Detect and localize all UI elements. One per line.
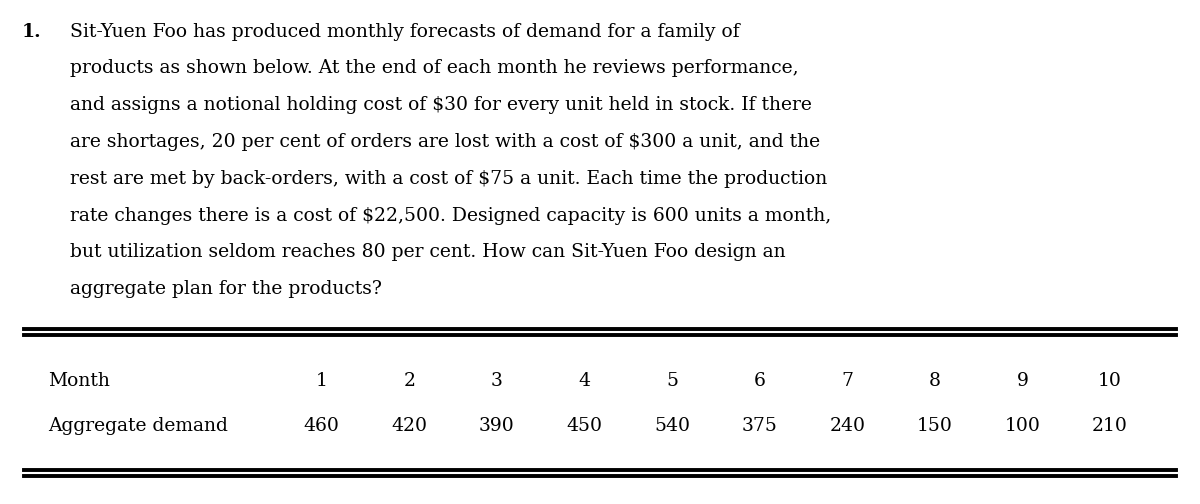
Text: 7: 7 [841, 371, 853, 390]
Text: 6: 6 [754, 371, 766, 390]
Text: 5: 5 [666, 371, 678, 390]
Text: 150: 150 [917, 417, 953, 435]
Text: rest are met by back-orders, with a cost of $75 a unit. Each time the production: rest are met by back-orders, with a cost… [70, 170, 827, 188]
Text: and assigns a notional holding cost of $30 for every unit held in stock. If ther: and assigns a notional holding cost of $… [70, 96, 811, 114]
Text: but utilization seldom reaches 80 per cent. How can Sit-Yuen Foo design an: but utilization seldom reaches 80 per ce… [70, 243, 785, 262]
Text: 210: 210 [1092, 417, 1128, 435]
Text: 390: 390 [479, 417, 515, 435]
Text: Month: Month [48, 371, 110, 390]
Text: aggregate plan for the products?: aggregate plan for the products? [70, 280, 382, 298]
Text: are shortages, 20 per cent of orders are lost with a cost of $300 a unit, and th: are shortages, 20 per cent of orders are… [70, 133, 820, 151]
Text: 450: 450 [566, 417, 602, 435]
Text: 540: 540 [654, 417, 690, 435]
Text: 9: 9 [1016, 371, 1028, 390]
Text: 460: 460 [304, 417, 340, 435]
Text: rate changes there is a cost of $22,500. Designed capacity is 600 units a month,: rate changes there is a cost of $22,500.… [70, 207, 830, 225]
Text: Aggregate demand: Aggregate demand [48, 417, 228, 435]
Text: products as shown below. At the end of each month he reviews performance,: products as shown below. At the end of e… [70, 59, 798, 78]
Text: 100: 100 [1004, 417, 1040, 435]
Text: 3: 3 [491, 371, 503, 390]
Text: 2: 2 [403, 371, 415, 390]
Text: 8: 8 [929, 371, 941, 390]
Text: 1.: 1. [22, 23, 41, 41]
Text: Sit-Yuen Foo has produced monthly forecasts of demand for a family of: Sit-Yuen Foo has produced monthly foreca… [70, 23, 739, 41]
Text: 4: 4 [578, 371, 590, 390]
Text: 240: 240 [829, 417, 865, 435]
Text: 1: 1 [316, 371, 328, 390]
Text: 10: 10 [1098, 371, 1122, 390]
Text: 420: 420 [391, 417, 427, 435]
Text: 375: 375 [742, 417, 778, 435]
